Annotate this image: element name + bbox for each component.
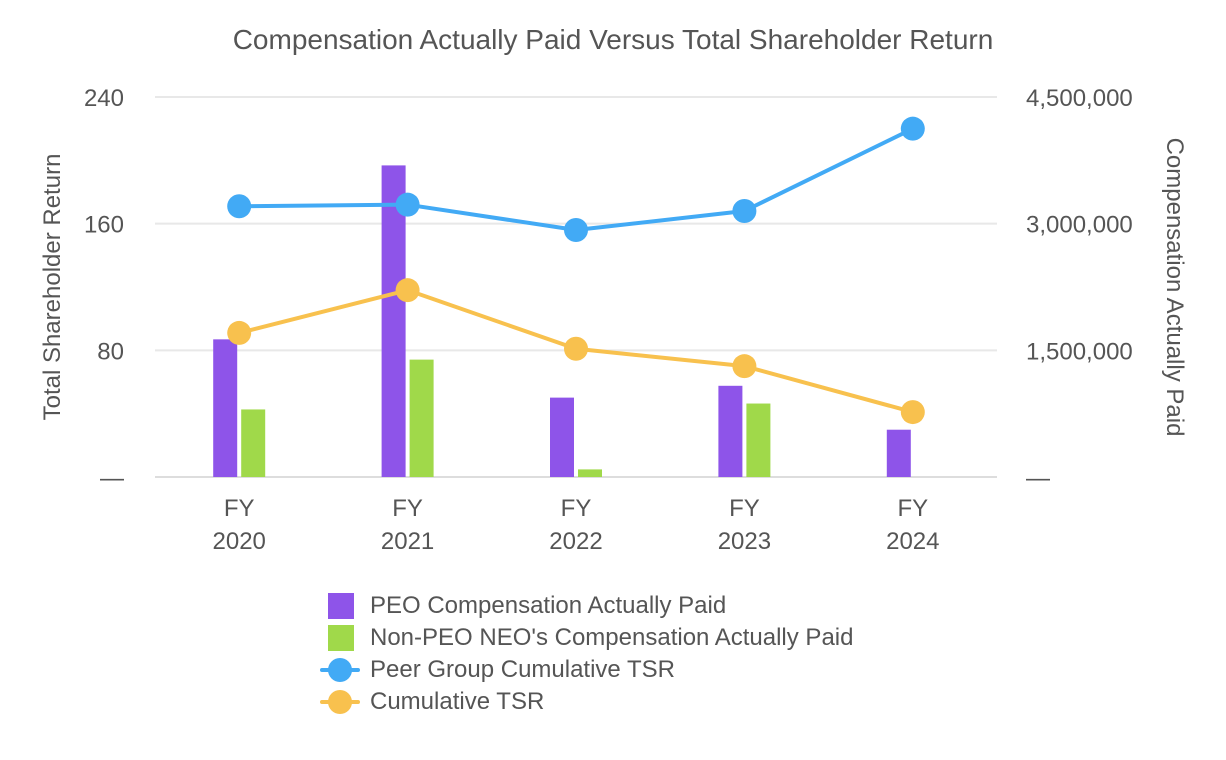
legend-label-peo-cap: PEO Compensation Actually Paid	[370, 592, 727, 619]
bar-marks	[213, 165, 911, 477]
line-marks	[227, 116, 925, 425]
category-label: 2020	[213, 528, 266, 555]
left-axis-title: Total Shareholder Return	[39, 154, 66, 421]
point-cumulative-tsr-3	[732, 354, 757, 379]
category-label: FY	[897, 495, 928, 522]
category-label: FY	[561, 495, 592, 522]
right-tick-label: 1,500,000	[1026, 338, 1133, 365]
category-label: FY	[392, 495, 423, 522]
axes: — 80 160 240 — 1,500,000 3,000,000 4,500,000 Tot…	[39, 85, 1188, 555]
point-peer-tsr-2	[564, 218, 588, 242]
category-label: 2024	[886, 528, 939, 555]
left-tick-label: 160	[84, 212, 124, 239]
bar-non-peo-0	[241, 409, 266, 477]
legend-label-non-peo-cap: Non-PEO NEO's Compensation Actually Paid	[370, 624, 854, 651]
left-tick-label: 240	[84, 85, 124, 112]
grid-lines	[155, 96, 997, 478]
bar-peo-1	[381, 165, 406, 477]
right-tick-label: 3,000,000	[1026, 212, 1133, 239]
bar-peo-3	[718, 385, 743, 477]
bar-non-peo-2	[578, 469, 602, 477]
category-label: FY	[729, 495, 760, 522]
bar-peo-0	[213, 339, 238, 477]
category-label: 2022	[549, 528, 602, 555]
right-tick-label: 4,500,000	[1026, 85, 1133, 112]
point-peer-tsr-4	[900, 116, 925, 141]
legend-dot-cumulative-tsr	[328, 690, 352, 714]
bar-peo-2	[550, 397, 574, 477]
bar-non-peo-1	[409, 359, 434, 477]
bar-non-peo-3	[746, 403, 771, 477]
legend-swatch-peo-cap	[328, 593, 354, 619]
point-peer-tsr-3	[732, 199, 757, 223]
legend-label-cumulative-tsr: Cumulative TSR	[370, 688, 545, 715]
bar-peo-4	[886, 429, 911, 477]
point-peer-tsr-0	[227, 194, 252, 219]
point-cumulative-tsr-2	[564, 336, 588, 361]
legend-swatch-non-peo-cap	[328, 625, 354, 651]
category-label: 2023	[718, 528, 771, 555]
category-label: 2021	[381, 528, 434, 555]
chart-title: Compensation Actually Paid Versus Total …	[232, 24, 994, 55]
right-axis-title: Compensation Actually Paid	[1161, 138, 1188, 437]
line-peer-tsr	[239, 126, 914, 232]
category-label: FY	[224, 495, 255, 522]
point-cumulative-tsr-0	[227, 320, 252, 345]
right-tick-label: —	[1026, 465, 1050, 492]
point-peer-tsr-1	[395, 192, 420, 217]
point-cumulative-tsr-4	[900, 400, 925, 425]
point-cumulative-tsr-1	[395, 278, 420, 303]
left-tick-label: 80	[97, 338, 124, 365]
legend-dot-peer-tsr	[328, 658, 352, 682]
left-tick-label: —	[100, 465, 124, 492]
legend-label-peer-tsr: Peer Group Cumulative TSR	[370, 656, 676, 683]
